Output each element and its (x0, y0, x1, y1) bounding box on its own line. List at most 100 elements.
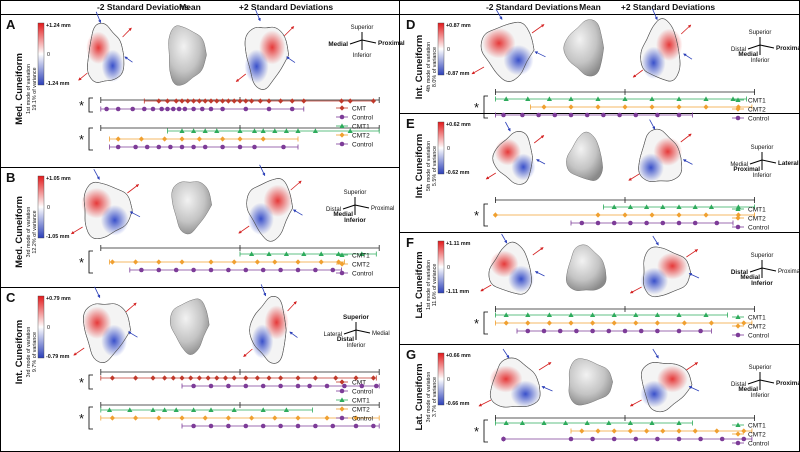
legend-label: CMT (352, 380, 366, 387)
shape-outline (246, 178, 294, 242)
legend-label: CMT1 (748, 423, 766, 430)
data-point-cmt (257, 98, 263, 104)
orientation-indicator: Superior Inferior Medial Lateral Proximal (730, 145, 799, 179)
significance-bracket (483, 203, 488, 227)
significance-bracket (483, 419, 488, 443)
data-point-control (698, 436, 703, 442)
inward-arrow (682, 159, 693, 165)
data-point-cmt1 (359, 251, 365, 256)
data-point-control (617, 112, 622, 118)
significance-star: * (474, 100, 479, 115)
contraction-region (101, 49, 124, 82)
shape-outline (249, 296, 287, 364)
data-point-cmt2 (703, 104, 709, 110)
outward-arrow (531, 24, 545, 34)
scale-max-label: +0.87 mm (446, 23, 471, 29)
significance-bracket (88, 250, 93, 274)
data-point-control (243, 106, 249, 112)
outward-arrow (283, 26, 295, 37)
inward-arrow (260, 284, 267, 297)
data-point-cmt2 (703, 212, 709, 218)
inward-arrow (127, 331, 138, 338)
data-point-cmt2 (676, 428, 682, 434)
data-point-cmt (243, 375, 249, 381)
data-point-cmt2 (249, 415, 255, 421)
data-point-cmt2 (503, 320, 509, 326)
data-point-control (568, 112, 574, 118)
data-point-control (692, 220, 698, 226)
legend-marker (735, 206, 741, 211)
scale-zero-label: 0 (447, 265, 450, 271)
data-point-cmt1 (541, 420, 547, 425)
data-point-control (676, 328, 682, 334)
data-point-cmt (231, 375, 237, 381)
outward-arrow (686, 362, 699, 371)
inward-arrow (255, 9, 261, 22)
panel-title-block: Lat. Cuneiform 3rd mode of variation 3.7% … (414, 363, 438, 430)
data-point-cmt2 (196, 136, 202, 142)
mean-surface (171, 181, 212, 235)
inward-arrow (94, 286, 101, 299)
data-point-control (281, 144, 286, 150)
data-point-control (741, 436, 747, 442)
significance-bracket (88, 127, 93, 151)
data-point-cmt1 (272, 128, 278, 133)
outward-arrow (122, 27, 132, 38)
legend-marker (735, 314, 741, 319)
panel-letter: E (406, 116, 415, 131)
data-point-cmt1 (627, 204, 633, 209)
header-plus-2sd-right: +2 Standard Deviations (621, 2, 716, 12)
mean-shape (168, 25, 207, 86)
mode-label: 1st mode of variation (426, 260, 432, 310)
data-point-cmt (162, 375, 168, 381)
mean-shape (565, 244, 607, 291)
outward-arrow (532, 247, 544, 256)
data-point-control (278, 423, 283, 429)
data-point-cmt1 (611, 204, 617, 209)
data-point-control (243, 383, 249, 389)
legend-marker (339, 388, 345, 394)
data-point-cmt1 (251, 128, 258, 133)
legend-label: CMT2 (352, 262, 370, 269)
inward-arrow (534, 271, 545, 277)
axis-right (761, 267, 777, 272)
data-point-cmt (222, 375, 229, 381)
data-point-cmt2 (237, 136, 243, 142)
legend-label: Control (748, 116, 770, 123)
data-point-cmt2 (741, 320, 747, 326)
data-point-cmt2 (109, 415, 115, 421)
inward-arrow (124, 56, 133, 63)
legend-marker (735, 323, 741, 329)
data-point-control (208, 106, 214, 112)
axis-right (354, 204, 370, 209)
orient-top: Superior (351, 25, 374, 31)
data-point-control (655, 112, 660, 118)
legend-marker (735, 215, 741, 221)
data-point-control (156, 267, 162, 273)
data-point-cmt (109, 375, 115, 381)
legend-label: Control (748, 225, 770, 232)
data-point-cmt2 (595, 104, 601, 110)
orient-top: Superior (749, 365, 772, 371)
data-point-cmt2 (115, 136, 121, 142)
legend-label: CMT2 (748, 216, 766, 223)
scale-max-label: +1.11 mm (446, 241, 471, 247)
data-point-control (584, 112, 590, 118)
orientation-indicator: Superior Inferior Distal Proximal Medial (731, 365, 800, 399)
data-point-control (601, 112, 606, 118)
data-point-control (628, 220, 633, 226)
data-point-control (655, 436, 660, 442)
panel-title-block: Int. Cuneiform 4th mode of variation 8.0% … (414, 35, 438, 99)
outward-arrow (478, 399, 492, 407)
shape-outline (643, 246, 691, 298)
variance-label: 19.1% of variance (32, 67, 38, 110)
data-point-cmt2 (353, 415, 359, 421)
inward-arrow (534, 51, 546, 58)
axis-left (343, 329, 357, 335)
data-point-cmt2 (133, 415, 139, 421)
data-point-control (579, 220, 585, 226)
color-scale-bar (37, 22, 45, 86)
mean-surface (568, 358, 613, 406)
inward-arrow (536, 159, 546, 165)
contraction-region (511, 153, 536, 181)
